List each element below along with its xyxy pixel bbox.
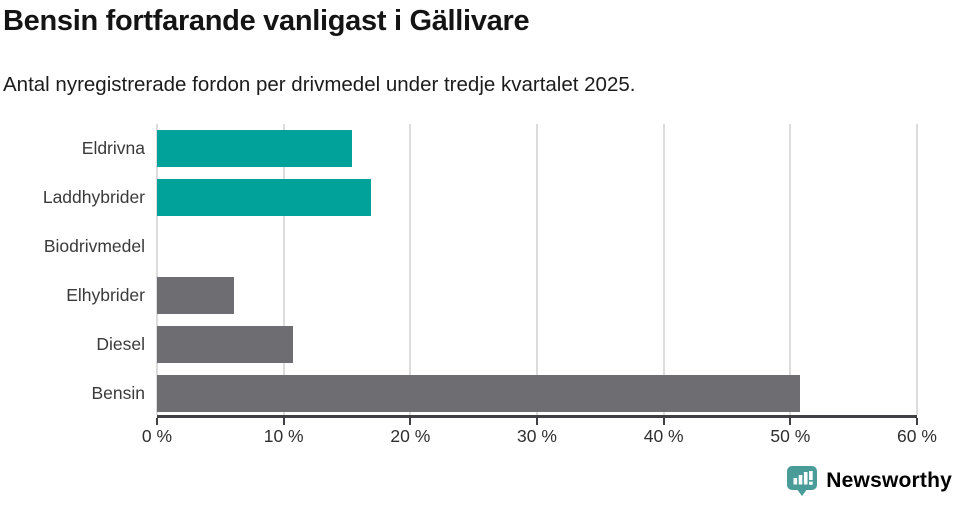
category-label-elhybrider: Elhybrider xyxy=(66,285,145,305)
category-label-diesel: Diesel xyxy=(96,334,145,354)
bar-laddhybrider xyxy=(157,179,372,216)
axis-tick-20 xyxy=(409,418,412,425)
x-axis-tick-label: 40 % xyxy=(643,426,684,446)
category-label-bensin: Bensin xyxy=(91,383,145,403)
chart-title: Bensin fortfarande vanligast i Gällivare xyxy=(3,5,530,37)
bar-diesel xyxy=(157,326,293,363)
footer-branding: Newsworthy xyxy=(785,464,952,497)
x-axis-tick-label: 60 % xyxy=(897,426,937,446)
axis-tick-10 xyxy=(282,418,285,425)
category-label-laddhybrider: Laddhybrider xyxy=(42,187,145,207)
x-axis-tick-label: 10 % xyxy=(263,426,304,446)
gridline-40 xyxy=(662,124,665,415)
gridline-30 xyxy=(536,124,538,415)
newsworthy-logo-icon xyxy=(787,466,818,496)
y-axis-labels: Eldrivna Laddhybrider Biodrivmedel Elhybrid… xyxy=(0,124,145,418)
category-label-biodrivmedel: Biodrivmedel xyxy=(43,236,145,256)
category-label-eldrivna: Eldrivna xyxy=(81,138,145,158)
x-axis-tick-label: 0 % xyxy=(141,426,173,446)
x-axis-labels: 0 % 10 % 20 % 30 % 40 % 50 % 60 % xyxy=(142,426,937,450)
chart-subtitle: Antal nyregistrerade fordon per drivmede… xyxy=(3,73,636,96)
bar-eldrivna xyxy=(157,130,353,167)
bar-bensin xyxy=(157,375,801,412)
newsworthy-logo-text: Newsworthy xyxy=(826,468,952,492)
gridline-20 xyxy=(409,124,412,415)
x-axis-tick-label: 50 % xyxy=(770,426,811,446)
bar-elhybrider xyxy=(157,277,235,314)
axis-tick-60 xyxy=(916,418,918,425)
axis-tick-30 xyxy=(536,418,538,425)
plot-area xyxy=(156,124,918,425)
gridline-0 xyxy=(156,124,158,415)
gridline-50 xyxy=(789,124,792,415)
gridline-60 xyxy=(916,124,918,415)
x-axis-tick-label: 30 % xyxy=(517,426,557,446)
axis-tick-0 xyxy=(156,418,158,425)
x-axis-tick-label: 20 % xyxy=(390,426,431,446)
axis-tick-50 xyxy=(789,418,792,425)
gridline-10 xyxy=(282,124,285,415)
axis-tick-40 xyxy=(662,418,665,425)
